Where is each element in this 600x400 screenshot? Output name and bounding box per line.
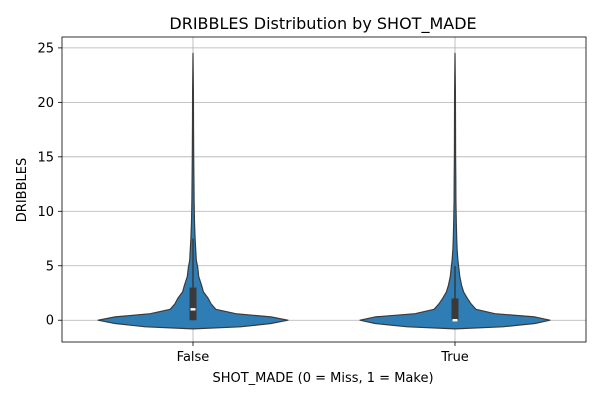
plot-frame [61, 36, 587, 343]
violins [97, 52, 551, 330]
y-tick-label: 15 [37, 150, 54, 165]
x-tick-label: True [440, 350, 469, 365]
x-tick-label: False [177, 350, 210, 365]
violin-iqr-box [451, 298, 459, 321]
y-axis-ticks: 0 5 10 15 20 25 [37, 41, 62, 329]
violin-false [97, 52, 289, 330]
grid [62, 37, 586, 342]
violin-true [359, 52, 551, 330]
chart-title: DRIBBLES Distribution by SHOT_MADE [169, 14, 476, 34]
violin-iqr-box [189, 287, 197, 321]
x-axis-label: SHOT_MADE (0 = Miss, 1 = Make) [212, 371, 433, 386]
y-tick-label: 0 [46, 314, 54, 329]
violin-median [190, 308, 196, 311]
violin-body [97, 52, 289, 330]
violin-body [359, 52, 551, 330]
y-axis-label: DRIBBLES [15, 158, 30, 222]
y-tick-label: 10 [37, 205, 54, 220]
y-tick-label: 25 [37, 41, 54, 56]
y-tick-label: 5 [46, 259, 54, 274]
violin-median [452, 319, 458, 322]
x-axis-ticks: False True [177, 342, 469, 365]
y-tick-label: 20 [37, 96, 54, 111]
